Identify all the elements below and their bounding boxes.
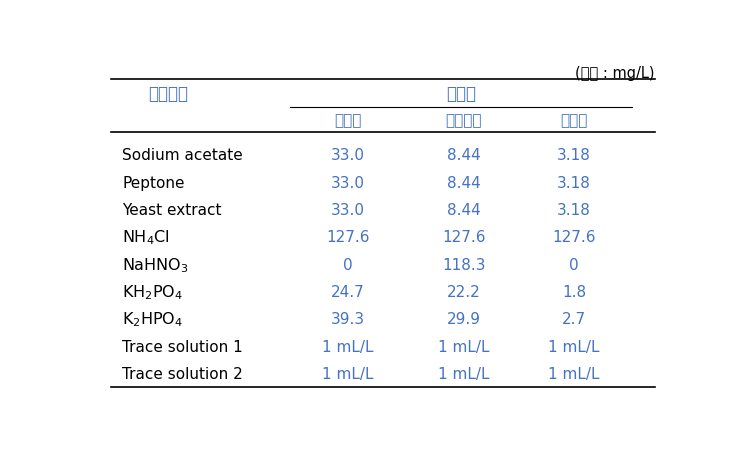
Text: $\mathrm{NH_4Cl}$: $\mathrm{NH_4Cl}$: [123, 228, 170, 247]
Text: 호기조: 호기조: [560, 113, 588, 128]
Text: 24.7: 24.7: [331, 285, 365, 299]
Text: 127.6: 127.6: [326, 230, 370, 245]
Text: 127.6: 127.6: [552, 230, 595, 245]
Text: 무산소조: 무산소조: [446, 113, 482, 128]
Text: Yeast extract: Yeast extract: [123, 202, 222, 217]
Text: 33.0: 33.0: [331, 175, 365, 190]
Text: 1.8: 1.8: [562, 285, 586, 299]
Text: $\mathrm{KH_2PO_4}$: $\mathrm{KH_2PO_4}$: [123, 283, 184, 301]
Text: $\mathrm{K_2HPO_4}$: $\mathrm{K_2HPO_4}$: [123, 310, 184, 328]
Text: 0: 0: [344, 257, 353, 272]
Text: 1 mL/L: 1 mL/L: [323, 339, 374, 354]
Text: $\mathrm{NaHNO_3}$: $\mathrm{NaHNO_3}$: [123, 255, 189, 274]
Text: 33.0: 33.0: [331, 148, 365, 163]
Text: Trace solution 2: Trace solution 2: [123, 366, 243, 382]
Text: 8.44: 8.44: [447, 148, 481, 163]
Text: (단위 : mg/L): (단위 : mg/L): [575, 66, 655, 81]
Text: 3.18: 3.18: [557, 175, 591, 190]
Text: 3.18: 3.18: [557, 202, 591, 217]
Text: 쳊가물질: 쳊가물질: [149, 85, 189, 103]
Text: Peptone: Peptone: [123, 175, 185, 190]
Text: 118.3: 118.3: [442, 257, 486, 272]
Text: Trace solution 1: Trace solution 1: [123, 339, 243, 354]
Text: 0: 0: [569, 257, 579, 272]
Text: 33.0: 33.0: [331, 202, 365, 217]
Text: 1 mL/L: 1 mL/L: [438, 339, 489, 354]
Text: 1 mL/L: 1 mL/L: [323, 366, 374, 382]
Text: 127.6: 127.6: [442, 230, 486, 245]
Text: 8.44: 8.44: [447, 202, 481, 217]
Text: 1 mL/L: 1 mL/L: [548, 366, 600, 382]
Text: 쳊가량: 쳊가량: [446, 85, 476, 103]
Text: 8.44: 8.44: [447, 175, 481, 190]
Text: 3.18: 3.18: [557, 148, 591, 163]
Text: 1 mL/L: 1 mL/L: [438, 366, 489, 382]
Text: Sodium acetate: Sodium acetate: [123, 148, 243, 163]
Text: 혁기조: 혁기조: [335, 113, 362, 128]
Text: 1 mL/L: 1 mL/L: [548, 339, 600, 354]
Text: 29.9: 29.9: [447, 312, 481, 327]
Text: 2.7: 2.7: [562, 312, 586, 327]
Text: 22.2: 22.2: [447, 285, 481, 299]
Text: 39.3: 39.3: [331, 312, 365, 327]
